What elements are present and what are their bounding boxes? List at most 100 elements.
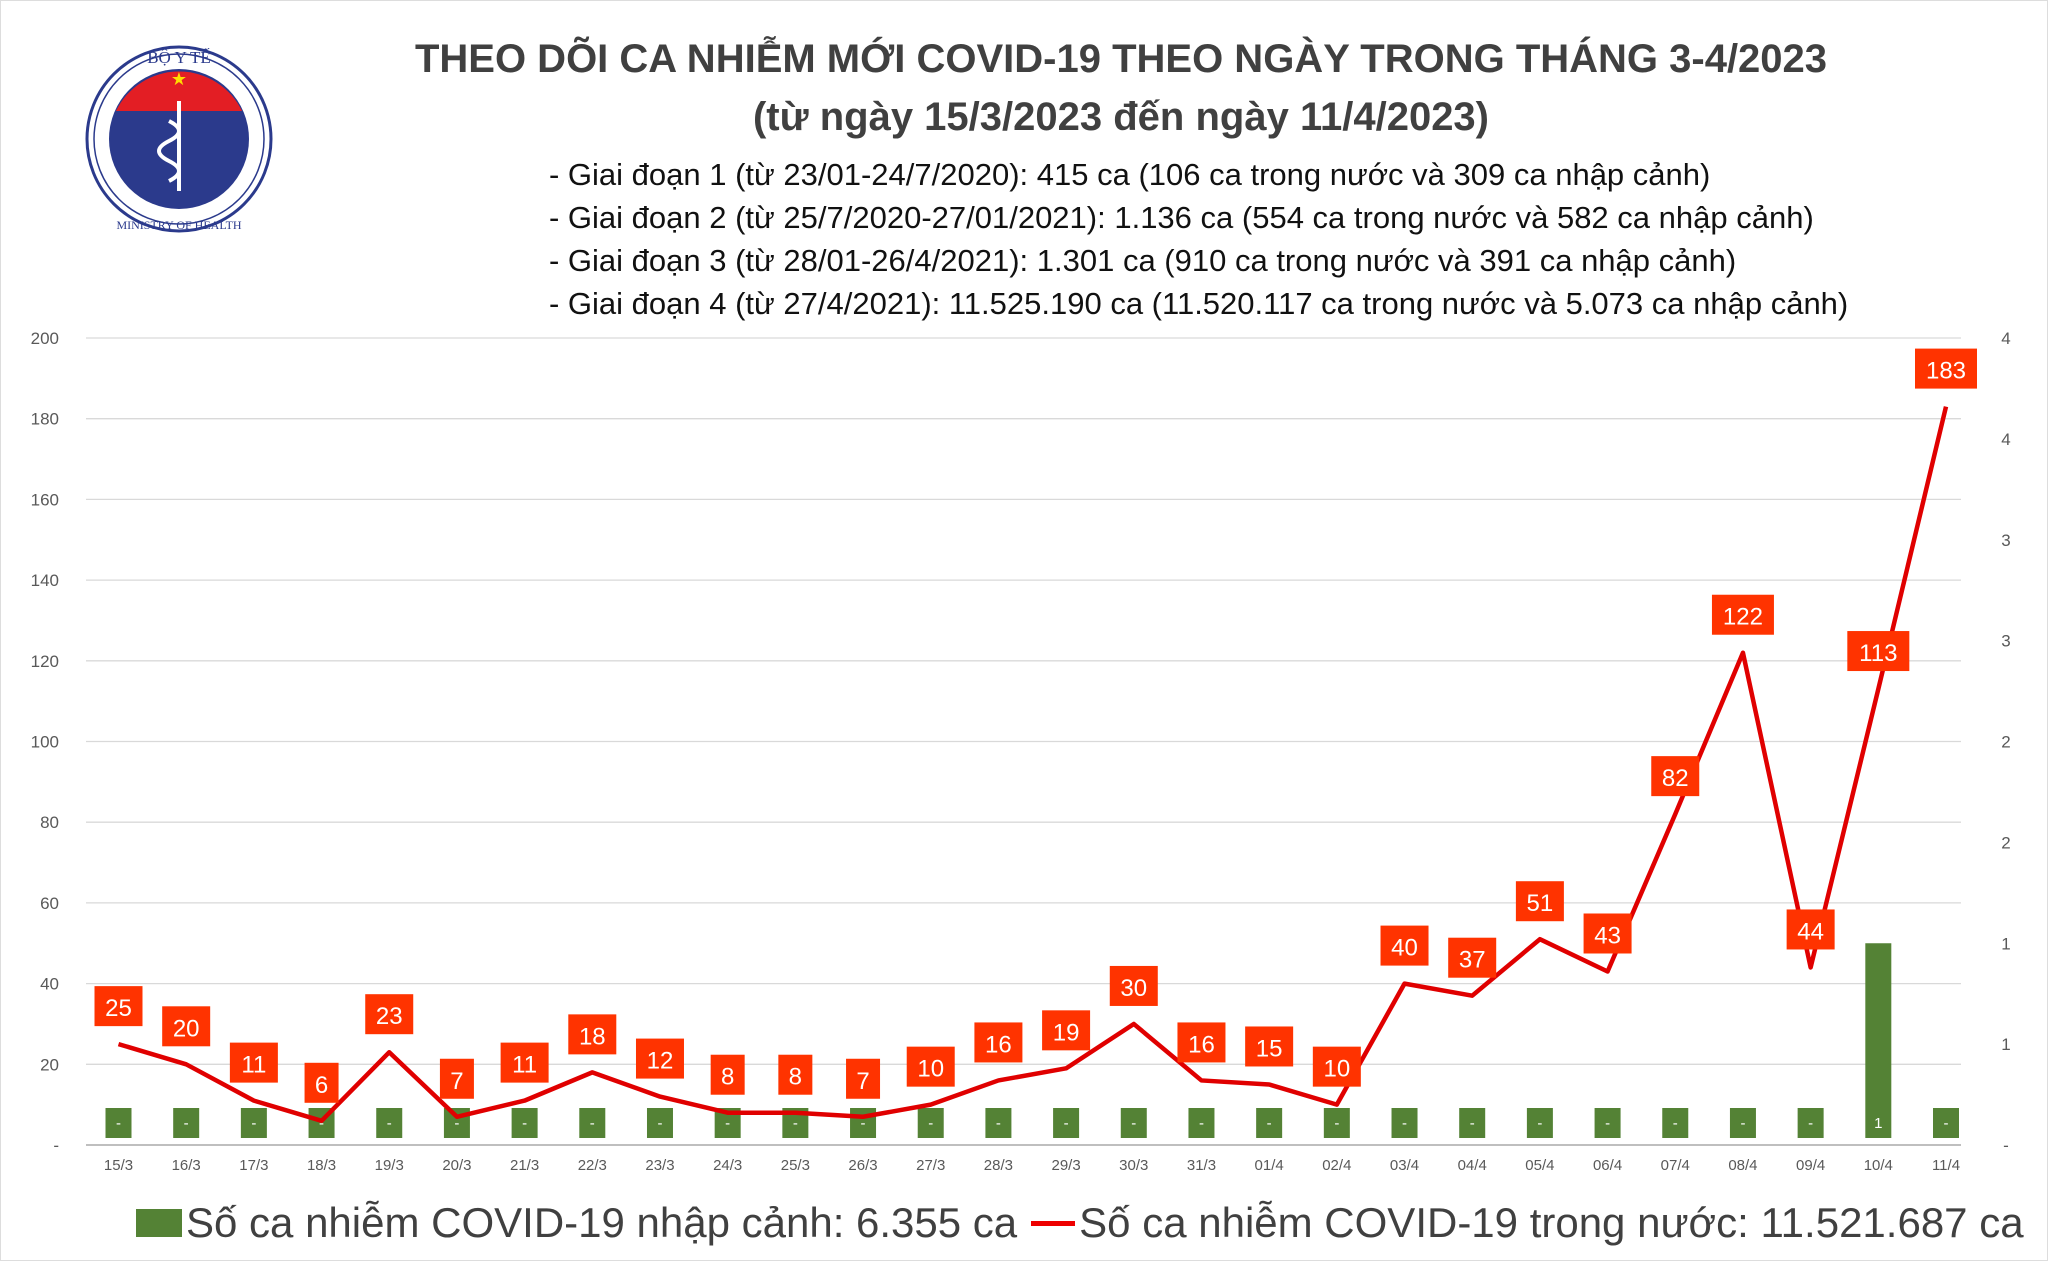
bar-label: - xyxy=(1673,1115,1678,1132)
bar-label: - xyxy=(996,1115,1001,1132)
x-axis-tick: 26/3 xyxy=(848,1157,877,1174)
phase-note-4: - Giai đoạn 4 (từ 27/4/2021): 11.525.190… xyxy=(549,286,1849,321)
bar-label: - xyxy=(522,1115,527,1132)
right-axis-tick: 1 xyxy=(2001,934,2010,953)
x-axis-tick: 22/3 xyxy=(578,1157,607,1174)
data-label-box xyxy=(1651,756,1700,797)
x-axis-tick: 19/3 xyxy=(375,1157,404,1174)
bar xyxy=(579,1108,606,1138)
data-label: 8 xyxy=(721,1064,734,1091)
x-axis-tick: 23/3 xyxy=(645,1157,674,1174)
x-axis-tick: 08/4 xyxy=(1728,1157,1757,1174)
bar-label: - xyxy=(387,1115,392,1132)
bar xyxy=(105,1108,132,1138)
left-axis-tick: 200 xyxy=(31,329,59,348)
bar xyxy=(173,1108,200,1138)
x-axis-tick: 27/3 xyxy=(916,1157,945,1174)
bar-label: - xyxy=(454,1115,459,1132)
data-label-box xyxy=(94,986,143,1027)
data-label: 7 xyxy=(856,1068,869,1095)
bar-label: - xyxy=(793,1115,798,1132)
data-label: 10 xyxy=(917,1056,944,1083)
bar xyxy=(1729,1108,1756,1138)
x-axis-tick: 06/4 xyxy=(1593,1157,1622,1174)
x-axis-tick: 10/4 xyxy=(1864,1157,1893,1174)
bar xyxy=(511,1108,538,1138)
data-label: 20 xyxy=(173,1015,200,1042)
right-axis-tick: 4 xyxy=(2001,430,2010,449)
x-axis-tick: 02/4 xyxy=(1322,1157,1351,1174)
bar-label: - xyxy=(861,1115,866,1132)
phase-notes: - Giai đoạn 1 (từ 23/01-24/7/2020): 415 … xyxy=(549,153,1848,325)
data-label: 30 xyxy=(1120,975,1147,1002)
data-label-box xyxy=(1380,925,1429,966)
phase-note-2: - Giai đoạn 2 (từ 25/7/2020-27/01/2021):… xyxy=(549,200,1814,235)
right-axis-tick: - xyxy=(2003,1136,2009,1155)
data-label: 25 xyxy=(105,995,132,1022)
legend-bar-swatch xyxy=(136,1209,182,1237)
bar-label: - xyxy=(1402,1115,1407,1132)
bar xyxy=(1256,1108,1283,1138)
data-label-box xyxy=(1312,1046,1361,1087)
data-label-box xyxy=(1847,631,1910,672)
bar-label: - xyxy=(590,1115,595,1132)
left-axis-tick: 140 xyxy=(31,571,59,590)
data-label: 15 xyxy=(1256,1035,1283,1062)
bar-label: - xyxy=(1267,1115,1272,1132)
chart-subtitle: (từ ngày 15/3/2023 đến ngày 11/4/2023) xyxy=(752,95,1489,139)
line-series xyxy=(117,406,1949,1124)
x-axis-tick: 04/4 xyxy=(1458,1157,1487,1174)
data-label: 11 xyxy=(241,1052,266,1079)
data-label: 113 xyxy=(1859,640,1897,667)
data-label-box xyxy=(568,1014,617,1055)
legend-line-swatch xyxy=(1031,1220,1076,1226)
ministry-of-health-logo: ★ BỘ Y TẾ MINISTRY OF HEALTH xyxy=(85,45,273,233)
data-label-box xyxy=(1042,1010,1091,1051)
left-axis-tick: 20 xyxy=(40,1055,59,1074)
bar-label: - xyxy=(116,1115,121,1132)
x-axis-tick: 05/4 xyxy=(1525,1157,1554,1174)
phase-note-3: - Giai đoạn 3 (từ 28/01-26/4/2021): 1.30… xyxy=(549,243,1737,278)
data-label-box xyxy=(1109,965,1158,1006)
bar-label: - xyxy=(1537,1115,1542,1132)
x-axis-tick: 29/3 xyxy=(1051,1157,1080,1174)
bar xyxy=(1797,1108,1824,1138)
x-axis-tick: 03/4 xyxy=(1390,1157,1419,1174)
right-axis-tick: 2 xyxy=(2001,733,2010,752)
data-label-box xyxy=(162,1006,211,1047)
data-label-box xyxy=(1515,881,1564,922)
data-label-box xyxy=(778,1054,813,1095)
data-label-box xyxy=(1448,937,1497,978)
x-axis-tick: 09/4 xyxy=(1796,1157,1825,1174)
data-label: 43 xyxy=(1594,922,1621,949)
chart-title: THEO DÕI CA NHIỄM MỚI COVID-19 THEO NGÀY… xyxy=(414,37,1828,81)
left-axis-tick: - xyxy=(53,1136,59,1155)
data-label: 183 xyxy=(1926,358,1966,385)
bar-label: - xyxy=(1470,1115,1475,1132)
data-label-box xyxy=(846,1058,881,1099)
data-label-box xyxy=(1245,1026,1294,1067)
data-label-box xyxy=(635,1038,684,1079)
x-axis-tick: 16/3 xyxy=(172,1157,201,1174)
bar-label: - xyxy=(184,1115,189,1132)
left-axis-tick: 180 xyxy=(31,410,59,429)
bar xyxy=(1391,1108,1418,1138)
bar-label: - xyxy=(725,1115,730,1132)
data-label-box xyxy=(1786,909,1835,950)
legend: Số ca nhiễm COVID-19 nhập cảnh: 6.355 ca… xyxy=(136,1199,2024,1247)
data-label-box xyxy=(439,1058,474,1099)
bar xyxy=(985,1108,1012,1138)
bar-label: - xyxy=(1131,1115,1136,1132)
bar-label: - xyxy=(1199,1115,1204,1132)
left-axis-tick: 80 xyxy=(40,813,59,832)
phase-note-1: - Giai đoạn 1 (từ 23/01-24/7/2020): 415 … xyxy=(549,157,1711,192)
x-axis-tick: 20/3 xyxy=(442,1157,471,1174)
left-axis-tick: 60 xyxy=(40,894,59,913)
data-label: 6 xyxy=(315,1072,328,1099)
data-label-box xyxy=(1177,1022,1226,1063)
bar xyxy=(1323,1108,1350,1138)
data-label: 16 xyxy=(985,1031,1012,1058)
bar-label: - xyxy=(319,1115,324,1132)
